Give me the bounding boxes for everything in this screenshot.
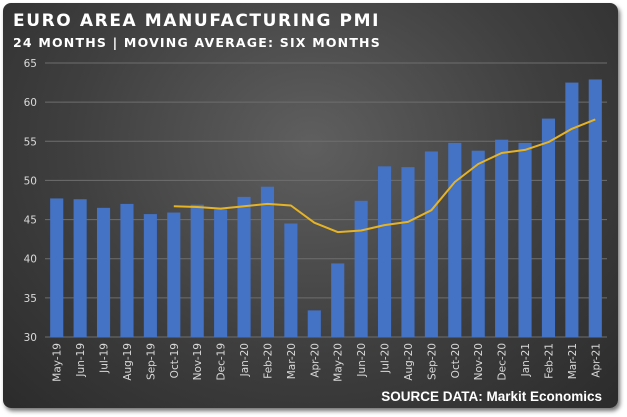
bar — [541, 118, 556, 337]
x-tick-label: Nov-20 — [473, 343, 485, 380]
y-tick-label: 30 — [24, 332, 37, 344]
y-tick-label: 55 — [24, 136, 37, 148]
x-tick-label: Aug-20 — [403, 343, 415, 381]
bar — [284, 223, 298, 337]
bar — [214, 209, 228, 337]
x-tick-label: Jul-19 — [99, 343, 111, 374]
chart-subtitle: 24 MONTHS | MOVING AVERAGE: SIX MONTHS — [13, 35, 381, 50]
bar — [260, 186, 275, 337]
bar — [588, 79, 602, 337]
x-tick-label: Mar-21 — [567, 343, 579, 379]
bar — [495, 139, 509, 337]
x-axis: May-19 Jun-19 Jul-19 Aug-19 Sep-19 Oct-19 Nov-… — [52, 343, 603, 382]
bar — [237, 196, 251, 337]
x-tick-label: Feb-20 — [262, 343, 274, 379]
bar — [424, 151, 438, 337]
chart-title: EURO AREA MANUFACTURING PMI — [13, 11, 381, 31]
moving-average-line — [173, 118, 596, 234]
x-tick-label: Oct-19 — [169, 343, 181, 378]
source-note: SOURCE DATA: Markit Economics — [381, 389, 602, 404]
x-tick-label: Jun-19 — [75, 343, 87, 378]
moving-average-series — [173, 118, 596, 234]
bar — [120, 203, 134, 337]
x-tick-label: May-20 — [333, 343, 345, 382]
bar — [143, 214, 157, 337]
x-tick-label: Sep-19 — [145, 343, 157, 380]
x-tick-label: Mar-20 — [286, 343, 298, 379]
x-tick-label: Dec-20 — [497, 343, 509, 380]
x-tick-label: Apr-21 — [590, 343, 602, 378]
y-tick-label: 45 — [24, 215, 37, 227]
bar — [96, 207, 111, 337]
bar — [167, 212, 181, 337]
pmi-chart: 30 35 40 45 50 55 60 65 May-19 Jun-19 Jul-19 Aug-1… — [24, 58, 607, 382]
gridlines — [45, 62, 607, 338]
x-tick-label: Aug-19 — [122, 343, 134, 381]
x-tick-label: Jul-20 — [380, 343, 392, 374]
x-tick-label: Dec-19 — [216, 343, 228, 380]
x-tick-label: Feb-21 — [543, 343, 555, 379]
y-tick-label: 65 — [24, 58, 37, 70]
x-tick-label: Apr-20 — [309, 343, 321, 378]
x-tick-label: Jun-20 — [356, 343, 368, 378]
x-tick-label: Oct-20 — [450, 343, 462, 378]
pmi-bars — [50, 79, 602, 337]
bar — [354, 200, 368, 337]
bar — [401, 167, 415, 337]
y-tick-label: 40 — [24, 254, 37, 266]
bar — [448, 142, 462, 337]
bar — [377, 166, 392, 337]
chart-card: EURO AREA MANUFACTURING PMI 24 MONTHS | … — [3, 3, 618, 408]
y-axis: 30 35 40 45 50 55 60 65 — [24, 58, 37, 344]
bar — [50, 198, 64, 337]
x-tick-label: Jan-20 — [239, 343, 251, 377]
x-tick-label: Jan-21 — [520, 343, 532, 377]
y-tick-label: 50 — [24, 175, 37, 187]
bar — [518, 142, 532, 337]
x-tick-label: Sep-20 — [426, 343, 438, 380]
y-tick-label: 35 — [24, 293, 37, 305]
x-tick-label: Nov-19 — [192, 343, 204, 380]
bar — [307, 310, 321, 337]
bar — [331, 263, 345, 337]
y-tick-label: 60 — [24, 97, 37, 109]
bar — [565, 82, 579, 337]
bar — [471, 150, 485, 337]
bar — [73, 199, 87, 337]
x-tick-label: May-19 — [52, 343, 64, 382]
bar — [190, 204, 204, 337]
